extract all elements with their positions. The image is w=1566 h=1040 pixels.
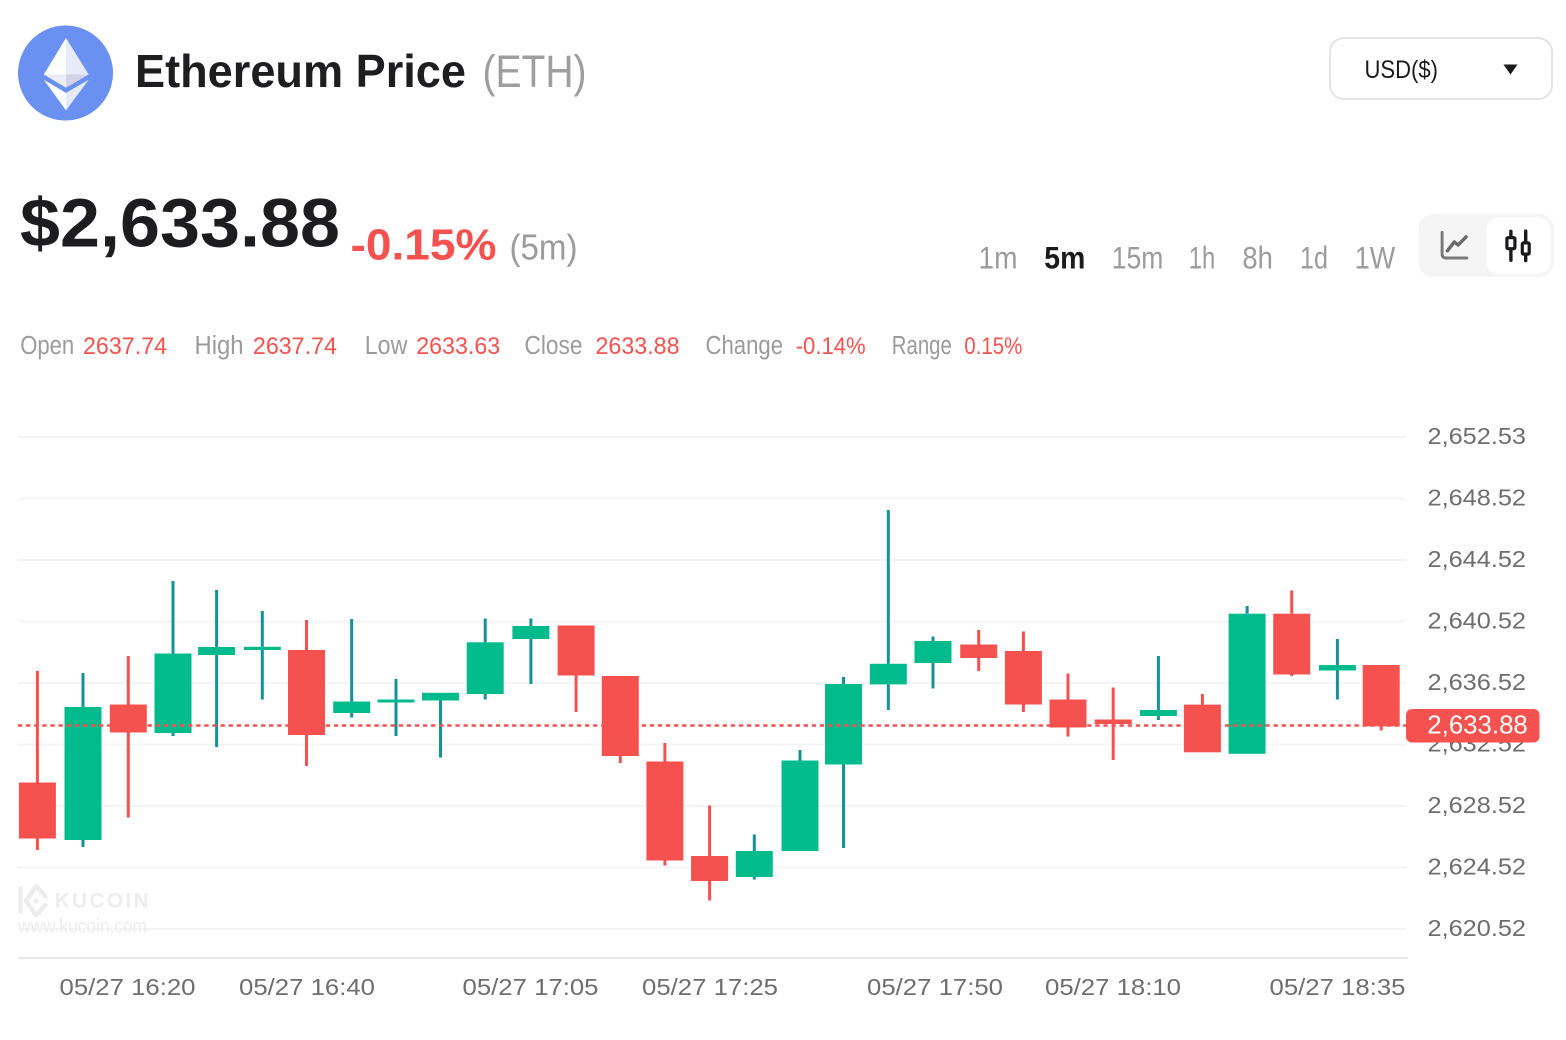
svg-text:Range: Range bbox=[892, 332, 952, 360]
svg-text:2637.74: 2637.74 bbox=[83, 333, 167, 360]
svg-text:High: High bbox=[195, 332, 244, 360]
svg-text:www.kucoin.com: www.kucoin.com bbox=[17, 917, 147, 938]
svg-text:2,620.52: 2,620.52 bbox=[1428, 915, 1527, 941]
svg-text:USD($): USD($) bbox=[1365, 56, 1439, 84]
svg-text:05/27 17:50: 05/27 17:50 bbox=[867, 974, 1003, 1000]
svg-text:(ETH): (ETH) bbox=[483, 46, 587, 97]
svg-text:2,652.53: 2,652.53 bbox=[1428, 423, 1527, 449]
svg-text:$2,633.88: $2,633.88 bbox=[20, 185, 340, 262]
svg-text:(5m): (5m) bbox=[510, 227, 578, 268]
svg-text:2,640.52: 2,640.52 bbox=[1428, 607, 1527, 633]
svg-text:05/27 16:40: 05/27 16:40 bbox=[239, 974, 375, 1000]
svg-text:05/27 17:25: 05/27 17:25 bbox=[642, 974, 778, 1000]
svg-text:1m: 1m bbox=[979, 240, 1018, 276]
svg-text:1W: 1W bbox=[1355, 240, 1396, 276]
svg-text:05/27 17:05: 05/27 17:05 bbox=[463, 974, 599, 1000]
svg-text:2633.88: 2633.88 bbox=[596, 333, 680, 360]
svg-text:2637.74: 2637.74 bbox=[253, 333, 337, 360]
svg-text:1d: 1d bbox=[1300, 240, 1328, 276]
svg-text:Change: Change bbox=[706, 332, 784, 360]
svg-text:2,624.52: 2,624.52 bbox=[1428, 853, 1527, 879]
svg-text:2,648.52: 2,648.52 bbox=[1428, 484, 1527, 510]
svg-text:2,644.52: 2,644.52 bbox=[1428, 546, 1527, 572]
svg-text:KUCOIN: KUCOIN bbox=[55, 890, 151, 913]
svg-text:2,628.52: 2,628.52 bbox=[1428, 792, 1527, 818]
svg-text:Open: Open bbox=[20, 332, 74, 360]
svg-text:5m: 5m bbox=[1044, 240, 1085, 276]
svg-text:-0.14%: -0.14% bbox=[796, 333, 866, 360]
svg-text:Low: Low bbox=[365, 332, 408, 360]
svg-text:8h: 8h bbox=[1242, 240, 1273, 276]
svg-text:-0.15%: -0.15% bbox=[351, 221, 497, 270]
svg-text:05/27 16:20: 05/27 16:20 bbox=[60, 974, 196, 1000]
svg-text:05/27 18:10: 05/27 18:10 bbox=[1045, 974, 1181, 1000]
svg-text:2633.63: 2633.63 bbox=[416, 333, 500, 360]
svg-text:2,633.88: 2,633.88 bbox=[1427, 710, 1528, 740]
svg-text:Close: Close bbox=[525, 332, 583, 360]
svg-text:1h: 1h bbox=[1189, 240, 1216, 276]
svg-text:05/27 18:35: 05/27 18:35 bbox=[1270, 974, 1406, 1000]
svg-text:15m: 15m bbox=[1112, 240, 1164, 276]
svg-text:0.15%: 0.15% bbox=[964, 333, 1022, 360]
svg-text:Ethereum Price: Ethereum Price bbox=[135, 45, 466, 97]
svg-text:2,636.52: 2,636.52 bbox=[1428, 669, 1527, 695]
